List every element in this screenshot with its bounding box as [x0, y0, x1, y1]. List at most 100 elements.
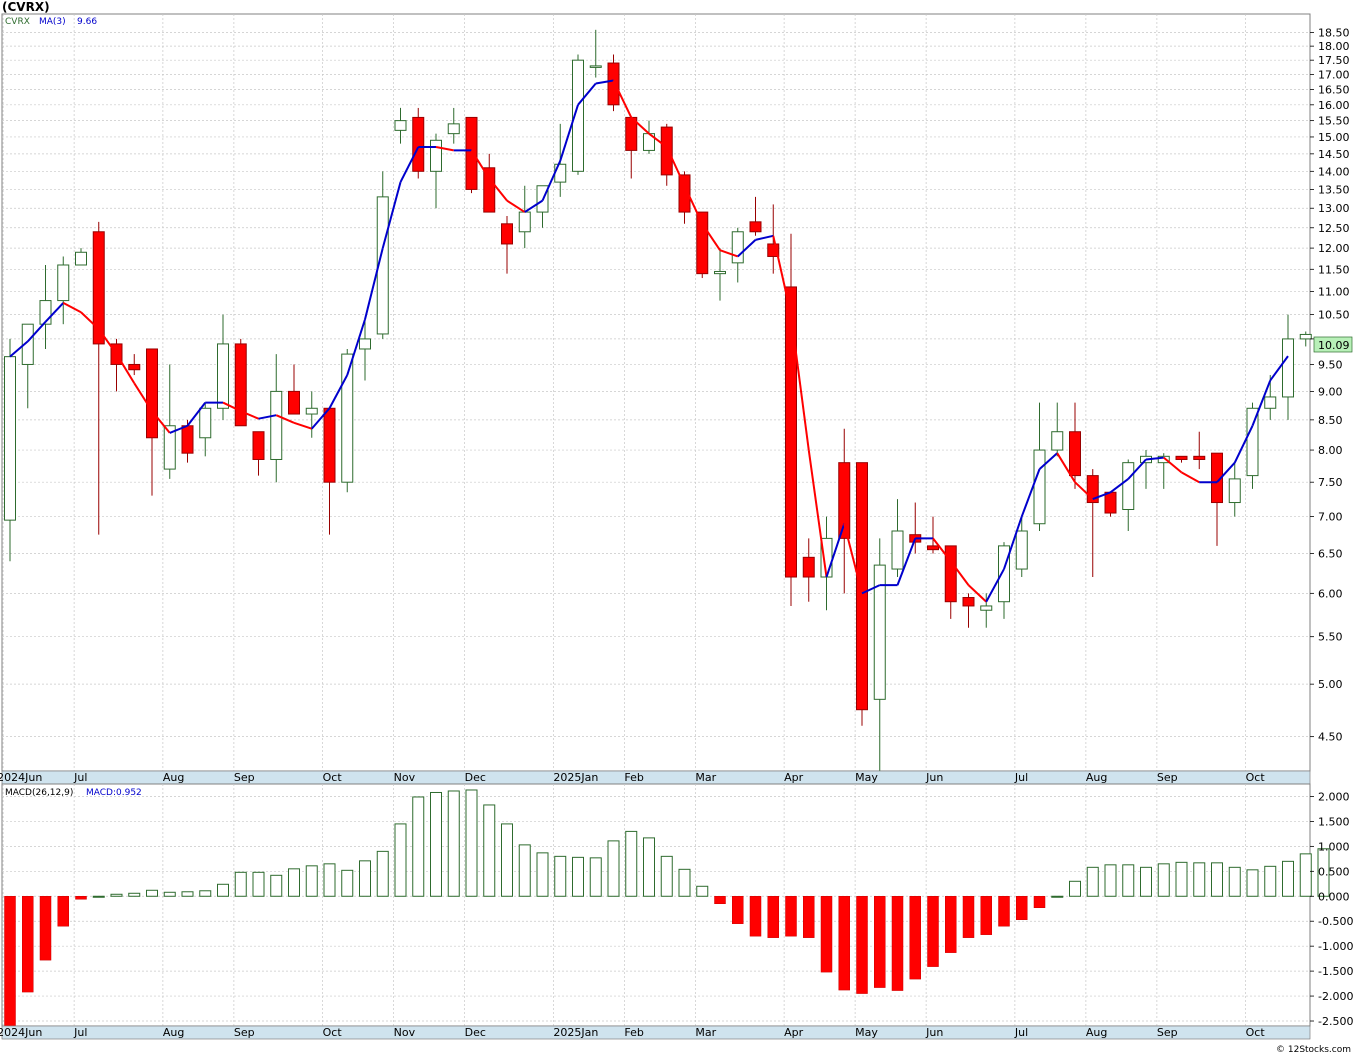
candle-up [341, 353, 354, 483]
macd-bar-positive [394, 823, 407, 897]
candle-up [217, 343, 229, 409]
macd-panel [1, 783, 1311, 1027]
price-tick-label: 12.00 [1318, 242, 1350, 255]
macd-bar-negative [945, 896, 957, 953]
candle-up [873, 564, 886, 700]
ma-segment [807, 449, 828, 578]
ma-segment [1109, 478, 1129, 494]
candle-down [927, 545, 939, 551]
candle-up [21, 323, 34, 365]
macd-bar-positive [1193, 862, 1206, 897]
candle-up [430, 139, 442, 172]
macd-tick-label: 0.500 [1318, 865, 1350, 878]
price-x-label: Mar [695, 771, 716, 784]
macd-bar-negative [927, 896, 939, 967]
candle-up [980, 605, 993, 611]
price-tick-label: 13.00 [1318, 202, 1350, 215]
last-price-badge [1313, 336, 1353, 353]
macd-x-label: 2024Jun [0, 1026, 42, 1039]
candle-up [75, 251, 87, 266]
candle-up [1246, 407, 1259, 477]
ma-segment [648, 132, 668, 148]
price-tick-label: 14.00 [1318, 165, 1350, 178]
macd-x-label: Jul [73, 1026, 87, 1039]
price-x-label: Oct [1246, 771, 1266, 784]
macd-bar-positive [163, 891, 176, 897]
macd-bar-negative [732, 896, 744, 924]
candle-up [998, 545, 1010, 603]
macd-bar-positive [625, 830, 638, 897]
macd-bar-positive [359, 860, 371, 897]
macd-x-label: Jul [1014, 1026, 1028, 1039]
macd-tick-label: -2.500 [1318, 1015, 1353, 1028]
macd-bar-negative [891, 896, 904, 991]
macd-bar-positive [483, 804, 496, 897]
price-x-label: 2025Jan [553, 771, 598, 784]
price-tick-label: 18.50 [1318, 26, 1350, 39]
ma-segment [772, 235, 792, 315]
price-x-label: Dec [465, 771, 486, 784]
macd-bar-positive [1104, 864, 1117, 897]
macd-bar-negative [874, 896, 886, 988]
macd-bar-positive [234, 871, 247, 897]
ma-segment [1233, 425, 1254, 464]
macd-bar-negative [785, 896, 797, 937]
ma-segment [665, 146, 686, 187]
macd-bar-positive [1282, 860, 1294, 897]
price-tick-label: 5.00 [1318, 678, 1343, 691]
ma-segment [364, 247, 384, 320]
macd-bar-positive [589, 857, 602, 897]
macd-bar-positive [217, 883, 229, 897]
candle-up [1051, 431, 1064, 451]
price-tick-label: 10.50 [1318, 309, 1350, 322]
ma-segment [1163, 456, 1183, 474]
price-tick-label: 9.00 [1318, 385, 1343, 398]
macd-x-label: May [855, 1026, 878, 1039]
price-tick-label: 14.50 [1318, 148, 1350, 161]
ma-segment [186, 401, 207, 427]
price-tick-label: 5.50 [1318, 631, 1343, 644]
candle-down [625, 116, 638, 151]
macd-bar-negative [767, 896, 779, 938]
price-x-label: Oct [323, 771, 343, 784]
ma-segment [1074, 481, 1094, 500]
ma-segment [861, 584, 881, 595]
candle-down [1086, 475, 1099, 504]
macd-bar-positive [643, 837, 655, 897]
ma-segment [701, 223, 721, 251]
candle-up [1228, 478, 1241, 504]
candle-down [802, 556, 815, 578]
candle-down [252, 431, 265, 460]
macd-bar-negative [803, 896, 815, 938]
candle-up [1033, 449, 1046, 525]
price-tick-label: 6.50 [1318, 547, 1343, 560]
ma-segment [222, 401, 242, 413]
ma-segment [825, 523, 846, 578]
price-tick-label: 4.50 [1318, 731, 1343, 744]
macd-bar-positive [92, 895, 105, 898]
candle-down [785, 286, 797, 578]
ma-segment [612, 80, 633, 118]
candle-up [589, 65, 602, 68]
candle-up [554, 163, 567, 183]
candle-up [376, 196, 389, 335]
ma-segment [896, 538, 917, 586]
price-x-label: May [855, 771, 878, 784]
macd-bar-negative [4, 896, 16, 1027]
price-x-axis: 2024Jun Jul Aug Sep Oct Nov Dec 2025Jan Feb Mar Ap… [0, 771, 1265, 784]
macd-tick-label: -1.000 [1318, 940, 1353, 953]
price-panel [1, 13, 1311, 772]
ma-segment [737, 239, 757, 258]
ma-segment [985, 568, 1005, 603]
price-tick-label: 11.00 [1318, 285, 1350, 298]
ma-segment [258, 414, 277, 420]
macd-bar-positive [341, 869, 354, 897]
price-tick-label: 15.50 [1318, 115, 1350, 128]
macd-bar-negative [39, 896, 52, 961]
macd-tick-label: -2.000 [1318, 990, 1353, 1003]
ma-segment [506, 199, 526, 213]
macd-tick-label: 0.000 [1318, 890, 1350, 903]
macd-bar-negative [22, 896, 34, 993]
macd-bar-positive [1246, 869, 1259, 897]
macd-tick-label: -1.500 [1318, 965, 1353, 978]
